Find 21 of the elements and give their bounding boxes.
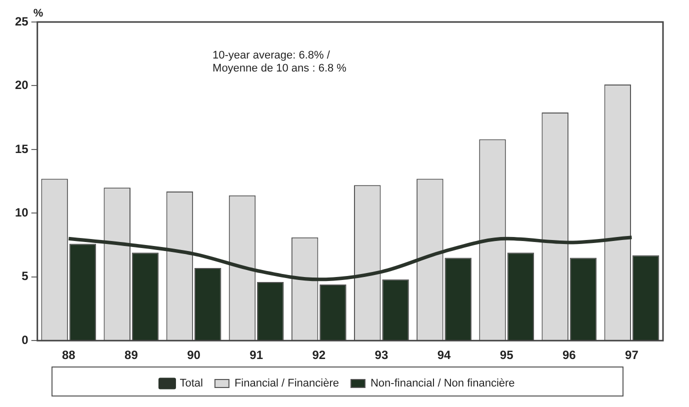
y-tick-label: 25 (14, 14, 29, 28)
y-tick-label: 10 (14, 205, 29, 220)
y-axis-title: % (33, 8, 44, 20)
x-tick-label: 89 (124, 348, 138, 362)
legend-label: Non-financial / Non financière (370, 378, 515, 390)
y-tick-label: 20 (14, 78, 29, 92)
y-tick-label: 5 (22, 269, 29, 284)
annotation: 10-year average: 6.8% / Moyenne de 10 ans : 6.8 % (212, 50, 347, 75)
legend-label: Total (180, 378, 203, 390)
legend-label: Financial / Financière (234, 378, 340, 390)
y-tick-label: 15 (14, 142, 29, 156)
x-tick-label: 96 (562, 348, 576, 362)
y-tick-label: 0 (22, 332, 29, 347)
x-tick-label: 91 (250, 348, 264, 362)
x-tick-label: 92 (312, 348, 326, 362)
x-tick-label: 95 (500, 348, 514, 362)
x-tick-label: 97 (625, 348, 639, 362)
x-tick-label: 88 (62, 348, 76, 362)
x-tick-label: 93 (374, 348, 388, 362)
x-tick-label: 94 (437, 348, 452, 362)
x-tick-label: 90 (187, 348, 201, 362)
